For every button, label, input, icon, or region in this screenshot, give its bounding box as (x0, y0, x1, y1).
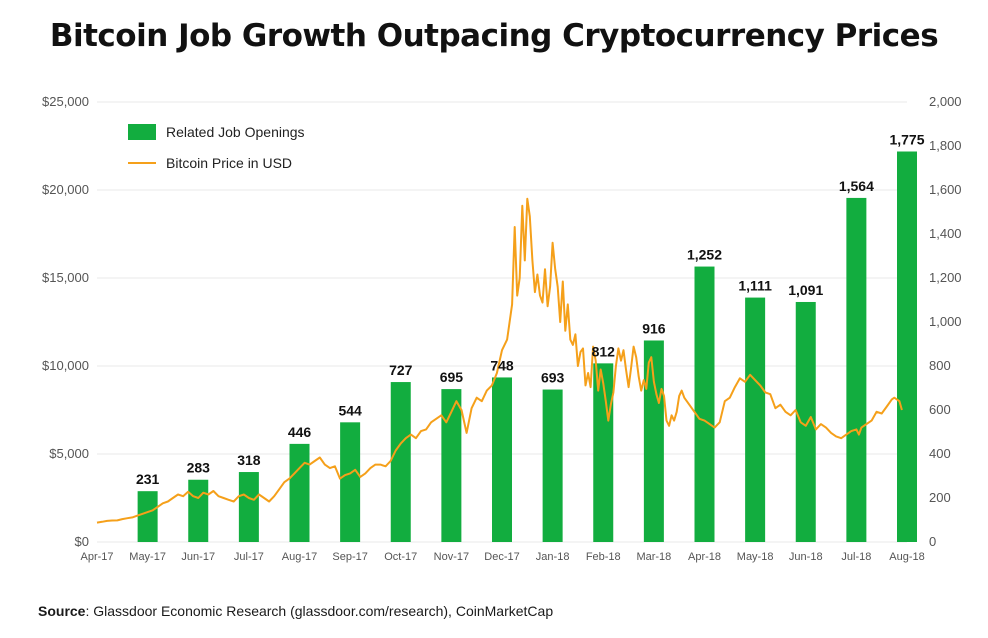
bar (340, 422, 361, 542)
legend-bar-swatch (128, 124, 156, 140)
bar-data-label: 544 (338, 402, 362, 418)
bar-data-label: 1,111 (738, 278, 772, 294)
bar-data-label: 695 (440, 369, 464, 385)
bar (897, 151, 917, 542)
bar-data-label: 1,775 (889, 132, 924, 148)
right-tick-label: 2,000 (929, 94, 962, 109)
bar-data-label: 318 (237, 452, 261, 468)
right-tick-label: 0 (929, 534, 936, 549)
right-tick-label: 1,800 (929, 138, 962, 153)
bar-data-label: 693 (541, 370, 565, 386)
x-tick-label: Jan-18 (536, 551, 570, 563)
x-axis: Apr-17 May-17 Jun-17 Jul-17 Aug-17 Sep-17 Oct-… (80, 551, 924, 563)
x-tick-label: Sep-17 (332, 551, 367, 563)
right-tick-label: 800 (929, 358, 951, 373)
x-tick-label: Jul-17 (234, 551, 264, 563)
bar-data-label: 1,564 (839, 178, 874, 194)
right-tick-label: 1,200 (929, 270, 962, 285)
x-tick-label: Apr-18 (688, 551, 721, 563)
data-labels: 231 283 318 446 544 727 695 748 693 812 916 1,252 1,… (136, 132, 925, 488)
bar-data-label: 748 (490, 357, 514, 373)
x-tick-label: Jun-18 (789, 551, 823, 563)
x-tick-label: Apr-17 (80, 551, 113, 563)
right-tick-label: 1,600 (929, 182, 962, 197)
left-tick-label: $20,000 (42, 182, 89, 197)
bar (694, 266, 715, 542)
legend-bar-label: Related Job Openings (166, 124, 305, 140)
left-tick-label: $15,000 (42, 270, 89, 285)
right-axis: 0 200 400 600 800 1,000 1,200 1,400 1,600 1,800 2,… (929, 94, 962, 549)
bar-data-label: 446 (288, 424, 312, 440)
right-tick-label: 200 (929, 490, 951, 505)
x-tick-label: Mar-18 (636, 551, 671, 563)
x-tick-label: Jun-17 (181, 551, 215, 563)
right-tick-label: 1,400 (929, 226, 962, 241)
bar (795, 301, 816, 542)
chart: $0 $5,000 $10,000 $15,000 $20,000 $25,000 0 20… (42, 94, 962, 563)
left-tick-label: $25,000 (42, 94, 89, 109)
bar (188, 479, 209, 542)
x-tick-label: May-18 (737, 551, 774, 563)
legend: Related Job Openings Bitcoin Price in US… (128, 124, 305, 171)
bar-data-label: 727 (389, 362, 413, 378)
x-tick-label: Nov-17 (434, 551, 469, 563)
x-tick-label: May-17 (129, 551, 166, 563)
bar-data-label: 283 (187, 460, 211, 476)
source-text: : Glassdoor Economic Research (glassdoor… (85, 603, 554, 619)
bar (593, 363, 614, 542)
left-tick-label: $5,000 (49, 446, 89, 461)
bar (643, 340, 664, 542)
x-tick-label: Feb-18 (586, 551, 621, 563)
x-tick-label: Oct-17 (384, 551, 417, 563)
bar-data-label: 1,252 (687, 247, 722, 263)
left-tick-label: $0 (75, 534, 89, 549)
line-series (96, 197, 903, 524)
bar (289, 443, 310, 542)
left-tick-label: $10,000 (42, 358, 89, 373)
bar (542, 389, 563, 542)
bar (390, 382, 411, 542)
bar (441, 389, 462, 542)
right-tick-label: 400 (929, 446, 951, 461)
bitcoin-price-line (96, 197, 903, 524)
x-tick-label: Aug-18 (889, 551, 924, 563)
bar (238, 472, 259, 542)
x-tick-label: Aug-17 (282, 551, 317, 563)
right-tick-label: 1,000 (929, 314, 962, 329)
right-tick-label: 600 (929, 402, 951, 417)
legend-line-label: Bitcoin Price in USD (166, 155, 292, 171)
bar (745, 297, 766, 542)
x-tick-label: Jul-18 (841, 551, 871, 563)
source-label: Source (38, 603, 86, 619)
bar (492, 377, 512, 542)
bar-data-label: 231 (136, 471, 160, 487)
bar-data-label: 1,091 (788, 282, 823, 298)
bar-data-label: 812 (592, 343, 616, 359)
chart-title: Bitcoin Job Growth Outpacing Cryptocurre… (49, 18, 939, 54)
x-tick-label: Dec-17 (484, 551, 519, 563)
source-note: Source: Glassdoor Economic Research (gla… (38, 603, 553, 619)
bar (846, 197, 867, 543)
bar (137, 491, 158, 542)
bar-data-label: 916 (642, 320, 666, 336)
left-axis: $0 $5,000 $10,000 $15,000 $20,000 $25,000 (42, 94, 89, 549)
